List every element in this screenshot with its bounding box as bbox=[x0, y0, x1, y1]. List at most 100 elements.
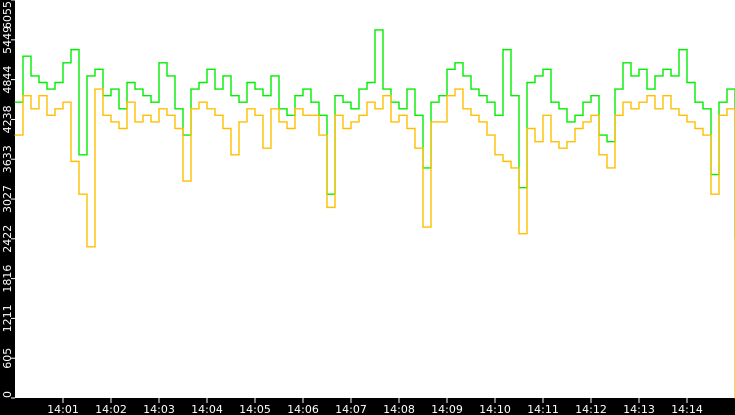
data-point bbox=[166, 75, 168, 77]
data-point bbox=[478, 121, 480, 123]
data-point bbox=[566, 121, 568, 123]
data-point bbox=[678, 114, 680, 116]
y-tick-label: 4844 bbox=[1, 66, 14, 94]
data-point bbox=[686, 121, 688, 123]
data-point bbox=[214, 88, 216, 90]
y-tick-label: 3027 bbox=[1, 185, 14, 213]
data-point bbox=[206, 68, 208, 70]
data-point bbox=[382, 88, 384, 90]
data-point bbox=[670, 108, 672, 110]
data-point bbox=[702, 108, 704, 110]
data-point bbox=[502, 160, 504, 162]
data-point bbox=[654, 108, 656, 110]
x-tick-label: 14:10 bbox=[479, 403, 511, 415]
x-tick-label: 14:04 bbox=[191, 403, 223, 415]
data-point bbox=[286, 127, 288, 130]
data-point bbox=[78, 154, 80, 156]
data-point bbox=[454, 62, 456, 64]
data-point bbox=[78, 193, 80, 195]
data-point bbox=[54, 108, 56, 110]
data-point bbox=[614, 88, 616, 90]
data-point bbox=[270, 108, 272, 110]
data-point bbox=[30, 108, 32, 110]
data-point bbox=[230, 154, 232, 156]
data-point bbox=[14, 101, 16, 103]
data-point bbox=[102, 114, 104, 116]
data-point bbox=[342, 127, 344, 130]
data-point bbox=[398, 114, 400, 116]
data-point bbox=[190, 88, 192, 90]
data-point bbox=[286, 114, 288, 116]
data-point bbox=[262, 147, 264, 149]
data-point bbox=[398, 108, 400, 110]
x-tick-label: 14:06 bbox=[287, 403, 319, 415]
data-point bbox=[542, 114, 544, 116]
data-point bbox=[62, 101, 64, 103]
series-layer bbox=[14, 29, 735, 399]
data-point bbox=[382, 95, 384, 97]
data-point bbox=[350, 121, 352, 123]
y-tick-label: 0 bbox=[1, 391, 14, 398]
data-point bbox=[230, 95, 232, 97]
x-axis: 14:01 14:02 14:03 14:04 14:05 14:06 14:07 14:08… bbox=[47, 398, 703, 415]
data-point bbox=[574, 127, 576, 130]
data-point bbox=[502, 49, 504, 51]
data-point bbox=[62, 62, 64, 64]
data-point bbox=[454, 88, 456, 90]
data-point bbox=[374, 29, 376, 31]
data-point bbox=[590, 114, 592, 116]
data-point bbox=[654, 75, 656, 77]
data-point bbox=[534, 75, 536, 77]
data-point bbox=[262, 95, 264, 97]
data-point bbox=[694, 127, 696, 130]
data-point bbox=[430, 121, 432, 123]
data-point bbox=[422, 226, 424, 228]
data-point bbox=[694, 101, 696, 103]
data-point bbox=[150, 121, 152, 123]
data-point bbox=[134, 88, 136, 90]
data-point bbox=[254, 88, 256, 90]
data-point bbox=[558, 108, 560, 110]
data-point bbox=[446, 68, 448, 70]
data-point bbox=[166, 114, 168, 116]
x-tick-label: 14:03 bbox=[143, 403, 175, 415]
data-point bbox=[110, 88, 112, 90]
data-point bbox=[70, 49, 72, 51]
data-point bbox=[30, 75, 32, 77]
data-point bbox=[38, 81, 40, 84]
data-point bbox=[246, 81, 248, 84]
data-point bbox=[630, 75, 632, 77]
data-point bbox=[142, 114, 144, 116]
data-point bbox=[710, 193, 712, 195]
data-point bbox=[590, 95, 592, 97]
data-point bbox=[374, 108, 376, 110]
data-point bbox=[174, 108, 176, 110]
data-point bbox=[206, 108, 208, 110]
x-tick-label: 14:07 bbox=[335, 403, 367, 415]
data-point bbox=[462, 108, 464, 110]
data-point bbox=[486, 101, 488, 103]
data-point bbox=[366, 101, 368, 103]
data-point bbox=[294, 108, 296, 110]
data-point bbox=[198, 81, 200, 84]
data-point bbox=[126, 81, 128, 84]
data-point bbox=[598, 154, 600, 156]
data-point bbox=[358, 88, 360, 90]
data-point bbox=[702, 134, 704, 136]
data-point bbox=[662, 95, 664, 97]
data-point bbox=[510, 95, 512, 97]
data-point bbox=[606, 141, 608, 143]
data-point bbox=[646, 88, 648, 90]
data-point bbox=[278, 121, 280, 123]
data-point bbox=[550, 141, 552, 143]
data-point bbox=[158, 62, 160, 64]
data-point bbox=[462, 75, 464, 77]
data-point bbox=[334, 95, 336, 97]
data-point bbox=[638, 68, 640, 70]
data-point bbox=[366, 81, 368, 84]
x-tick-label: 14:13 bbox=[623, 403, 655, 415]
data-point bbox=[566, 141, 568, 143]
data-point bbox=[38, 95, 40, 97]
data-point bbox=[334, 114, 336, 116]
